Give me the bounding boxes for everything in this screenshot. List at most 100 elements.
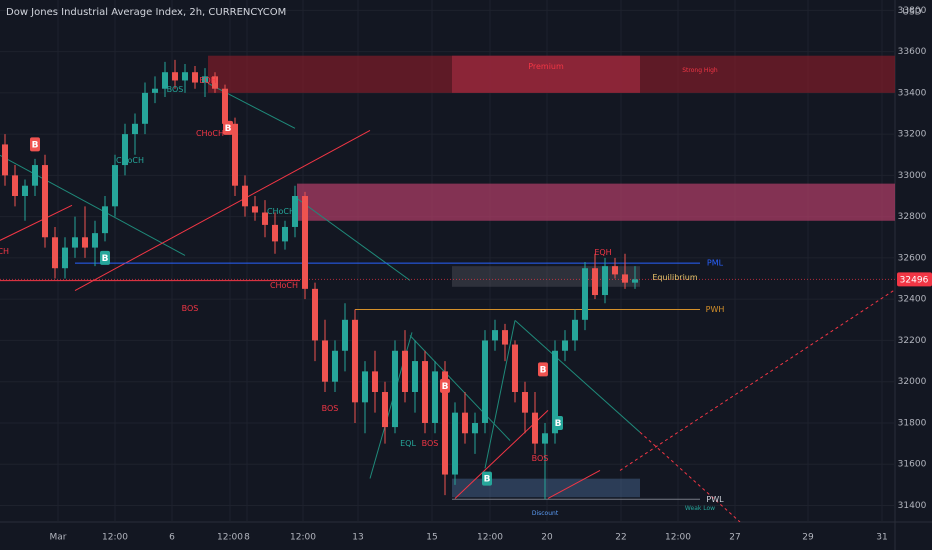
- chart-title: Dow Jones Industrial Average Index, 2h, …: [6, 7, 286, 18]
- candle-body: [332, 350, 338, 382]
- drawing-line: [0, 204, 73, 241]
- candle-body: [112, 165, 118, 207]
- candle-body: [592, 268, 598, 296]
- annotation: Weak Low: [685, 505, 715, 512]
- candle-body: [252, 206, 258, 213]
- candle-body: [362, 371, 368, 403]
- candle-body: [432, 371, 438, 423]
- plot-area: EQH BOS CHoCH CHoCH CHoCH CHoCH CHoCH BOS BOS EQL…: [0, 0, 895, 522]
- signal-badge: [538, 362, 548, 377]
- candle-body: [132, 123, 138, 135]
- candle-body: [172, 72, 178, 81]
- candle-body: [262, 212, 268, 225]
- signal-label: B: [102, 254, 109, 264]
- annotation: BOS: [182, 304, 199, 313]
- x-tick-label: 15: [426, 533, 437, 543]
- signal-badge: [440, 378, 450, 393]
- candle-body: [52, 237, 58, 269]
- drawing-line: [409, 335, 511, 441]
- candle-body: [542, 433, 548, 444]
- drawing-line: [484, 320, 516, 469]
- annotation: CHoCH: [196, 129, 224, 138]
- x-tick-label: 22: [615, 533, 626, 543]
- candle-body: [512, 344, 518, 393]
- candle-body: [212, 76, 218, 89]
- candle-body: [182, 72, 188, 81]
- drawing-line: [639, 431, 741, 522]
- annotation: BOS: [422, 439, 439, 448]
- y-tick-label: 33200: [898, 130, 927, 140]
- signal-label: B: [442, 382, 449, 392]
- annotation: BOS: [532, 454, 549, 463]
- candle-body: [562, 340, 568, 351]
- annotation: PWL: [706, 495, 724, 504]
- candle-body: [552, 350, 558, 434]
- x-tick-label: 6: [169, 533, 175, 543]
- candle-body: [342, 319, 348, 351]
- x-tick-label: 29: [802, 533, 814, 543]
- annotation: Strong High: [682, 67, 718, 74]
- zone: [452, 478, 640, 498]
- candle-body: [392, 350, 398, 428]
- candle-body: [372, 371, 378, 393]
- candle-body: [602, 266, 608, 296]
- currency-label: USD: [902, 8, 921, 18]
- candle-body: [12, 175, 18, 197]
- candle-body: [462, 412, 468, 434]
- x-tick-label: 12:00: [102, 533, 128, 543]
- x-tick-label: 12:00: [477, 533, 503, 543]
- annotation: CHoCH: [0, 247, 9, 256]
- annotation: PWH: [706, 305, 725, 314]
- annotation: BOS: [167, 85, 184, 94]
- zone: [452, 266, 640, 287]
- drawing-line: [0, 154, 186, 256]
- y-tick-label: 32000: [898, 377, 927, 387]
- candle-body: [522, 392, 528, 413]
- signal-label: B: [555, 419, 562, 429]
- x-tick-label: 12:00: [217, 533, 243, 543]
- signal-label: B: [225, 124, 232, 134]
- signal-label: B: [484, 475, 491, 485]
- y-tick-label: 33400: [898, 88, 927, 98]
- drawing-line: [619, 289, 895, 471]
- zone: [452, 55, 640, 93]
- candle-body: [102, 206, 108, 234]
- y-tick-label: 33000: [898, 171, 927, 181]
- candle-body: [232, 123, 238, 186]
- annotation: Equilibrium: [652, 273, 698, 282]
- candle-body: [422, 361, 428, 423]
- candle-body: [192, 72, 198, 83]
- candle-body: [142, 92, 148, 124]
- y-tick-label: 32600: [898, 253, 927, 263]
- annotation: CHoCH: [270, 281, 298, 290]
- candle-body: [622, 274, 628, 283]
- zone: [297, 183, 895, 221]
- candle-body: [92, 233, 98, 248]
- candle-body: [352, 319, 358, 403]
- candle-body: [2, 144, 8, 176]
- candle-body: [32, 165, 38, 186]
- candle-body: [202, 76, 208, 83]
- x-tick-label: Mar: [50, 533, 67, 543]
- candle-body: [162, 72, 168, 89]
- signal-badge: [482, 471, 492, 486]
- signal-badge: [100, 250, 110, 265]
- candle-body: [42, 165, 48, 238]
- last-price-badge: [897, 272, 932, 287]
- y-tick-label: 31600: [898, 460, 927, 470]
- candle-body: [72, 237, 78, 248]
- candle-body: [612, 266, 618, 275]
- candle-body: [292, 196, 298, 227]
- annotation: EQH: [594, 248, 611, 257]
- annotation: EQH: [199, 76, 216, 85]
- y-tick-label: 31400: [898, 501, 927, 511]
- candle-body: [152, 88, 158, 93]
- annotation: EQL: [400, 439, 416, 448]
- candle-body: [582, 268, 588, 320]
- candle-body: [282, 226, 288, 242]
- annotation: PML: [707, 259, 724, 268]
- candle-body: [402, 350, 408, 393]
- x-tick-label: 20: [541, 533, 553, 543]
- x-tick-label: 12:00: [665, 533, 691, 543]
